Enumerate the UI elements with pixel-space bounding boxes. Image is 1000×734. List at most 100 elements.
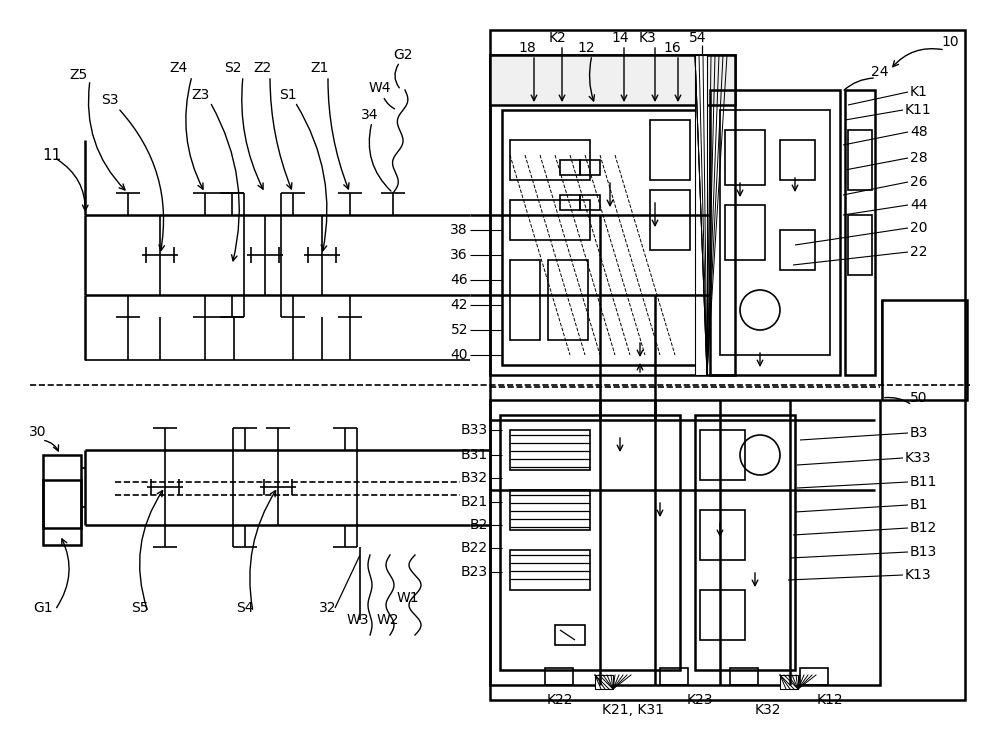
Bar — [560, 160, 580, 175]
Text: Z5: Z5 — [69, 68, 87, 82]
Text: K21, K31: K21, K31 — [602, 703, 664, 717]
Bar — [700, 430, 745, 480]
Bar — [510, 550, 590, 590]
Text: K12: K12 — [817, 693, 843, 707]
Text: B3: B3 — [910, 426, 928, 440]
Bar — [650, 120, 690, 180]
Bar — [580, 195, 600, 210]
Text: 16: 16 — [663, 41, 681, 55]
Text: Z2: Z2 — [254, 61, 272, 75]
Bar — [555, 625, 585, 645]
Bar — [848, 215, 872, 275]
Bar — [510, 200, 590, 240]
Bar — [548, 260, 588, 340]
Text: W2: W2 — [377, 613, 399, 627]
Text: B1: B1 — [910, 498, 928, 512]
Text: B23: B23 — [461, 565, 488, 579]
Text: K3: K3 — [639, 31, 657, 45]
Bar — [780, 230, 815, 270]
Text: B13: B13 — [910, 545, 937, 559]
Text: 11: 11 — [42, 148, 62, 162]
Text: 54: 54 — [689, 31, 707, 45]
Text: 42: 42 — [450, 298, 468, 312]
Text: W1: W1 — [397, 591, 419, 605]
Text: S1: S1 — [279, 88, 297, 102]
Text: Z1: Z1 — [311, 61, 329, 75]
Bar — [730, 668, 758, 685]
Text: K2: K2 — [549, 31, 567, 45]
Bar — [490, 55, 735, 105]
Text: 30: 30 — [29, 425, 47, 439]
Bar — [780, 675, 798, 689]
Bar — [800, 668, 828, 685]
Text: 34: 34 — [361, 108, 379, 122]
Text: B31: B31 — [461, 448, 488, 462]
Bar — [720, 110, 830, 355]
Text: S2: S2 — [224, 61, 242, 75]
Bar — [725, 130, 765, 185]
Bar — [725, 205, 765, 260]
Bar — [490, 400, 880, 685]
Bar — [882, 300, 967, 400]
Text: K32: K32 — [755, 703, 781, 717]
Text: 24: 24 — [871, 65, 889, 79]
Text: K11: K11 — [905, 103, 932, 117]
Text: K13: K13 — [905, 568, 932, 582]
Bar — [490, 30, 965, 700]
Text: B32: B32 — [461, 471, 488, 485]
Bar — [700, 510, 745, 560]
Text: B33: B33 — [461, 423, 488, 437]
Text: K22: K22 — [547, 693, 573, 707]
Text: 10: 10 — [941, 35, 959, 49]
Text: 28: 28 — [910, 151, 928, 165]
Bar — [650, 190, 690, 250]
Text: 36: 36 — [450, 248, 468, 262]
Text: 26: 26 — [910, 175, 928, 189]
Bar — [695, 55, 707, 375]
Bar — [560, 195, 580, 210]
Text: G2: G2 — [393, 48, 413, 62]
Bar — [510, 140, 590, 180]
Text: S3: S3 — [101, 93, 119, 107]
Text: 38: 38 — [450, 223, 468, 237]
Text: 32: 32 — [319, 601, 337, 615]
Text: K33: K33 — [905, 451, 932, 465]
Bar — [660, 668, 688, 685]
Text: 44: 44 — [910, 198, 928, 212]
Bar — [43, 480, 81, 528]
Bar — [780, 140, 815, 180]
Text: S5: S5 — [131, 601, 149, 615]
Text: 22: 22 — [910, 245, 928, 259]
Text: 40: 40 — [450, 348, 468, 362]
Text: 52: 52 — [450, 323, 468, 337]
Bar — [700, 590, 745, 640]
Bar — [502, 110, 697, 365]
Text: 50: 50 — [910, 391, 928, 405]
Text: 46: 46 — [450, 273, 468, 287]
Text: B2: B2 — [470, 518, 488, 532]
Bar — [510, 260, 540, 340]
Bar — [500, 415, 680, 670]
Bar — [695, 415, 795, 670]
Bar — [510, 430, 590, 470]
Text: 14: 14 — [611, 31, 629, 45]
Text: B22: B22 — [461, 541, 488, 555]
Text: K23: K23 — [687, 693, 713, 707]
Text: 12: 12 — [577, 41, 595, 55]
Bar — [848, 130, 872, 190]
Text: G1: G1 — [33, 601, 53, 615]
Text: B12: B12 — [910, 521, 937, 535]
Text: W4: W4 — [369, 81, 391, 95]
Text: S4: S4 — [236, 601, 254, 615]
Bar — [845, 90, 875, 375]
Bar — [710, 90, 840, 375]
Bar — [490, 55, 735, 375]
Text: B21: B21 — [461, 495, 488, 509]
Bar — [43, 455, 81, 545]
Text: Z4: Z4 — [169, 61, 187, 75]
Text: Z3: Z3 — [191, 88, 209, 102]
Text: B11: B11 — [910, 475, 937, 489]
Text: 48: 48 — [910, 125, 928, 139]
Text: K1: K1 — [910, 85, 928, 99]
Bar — [580, 160, 600, 175]
